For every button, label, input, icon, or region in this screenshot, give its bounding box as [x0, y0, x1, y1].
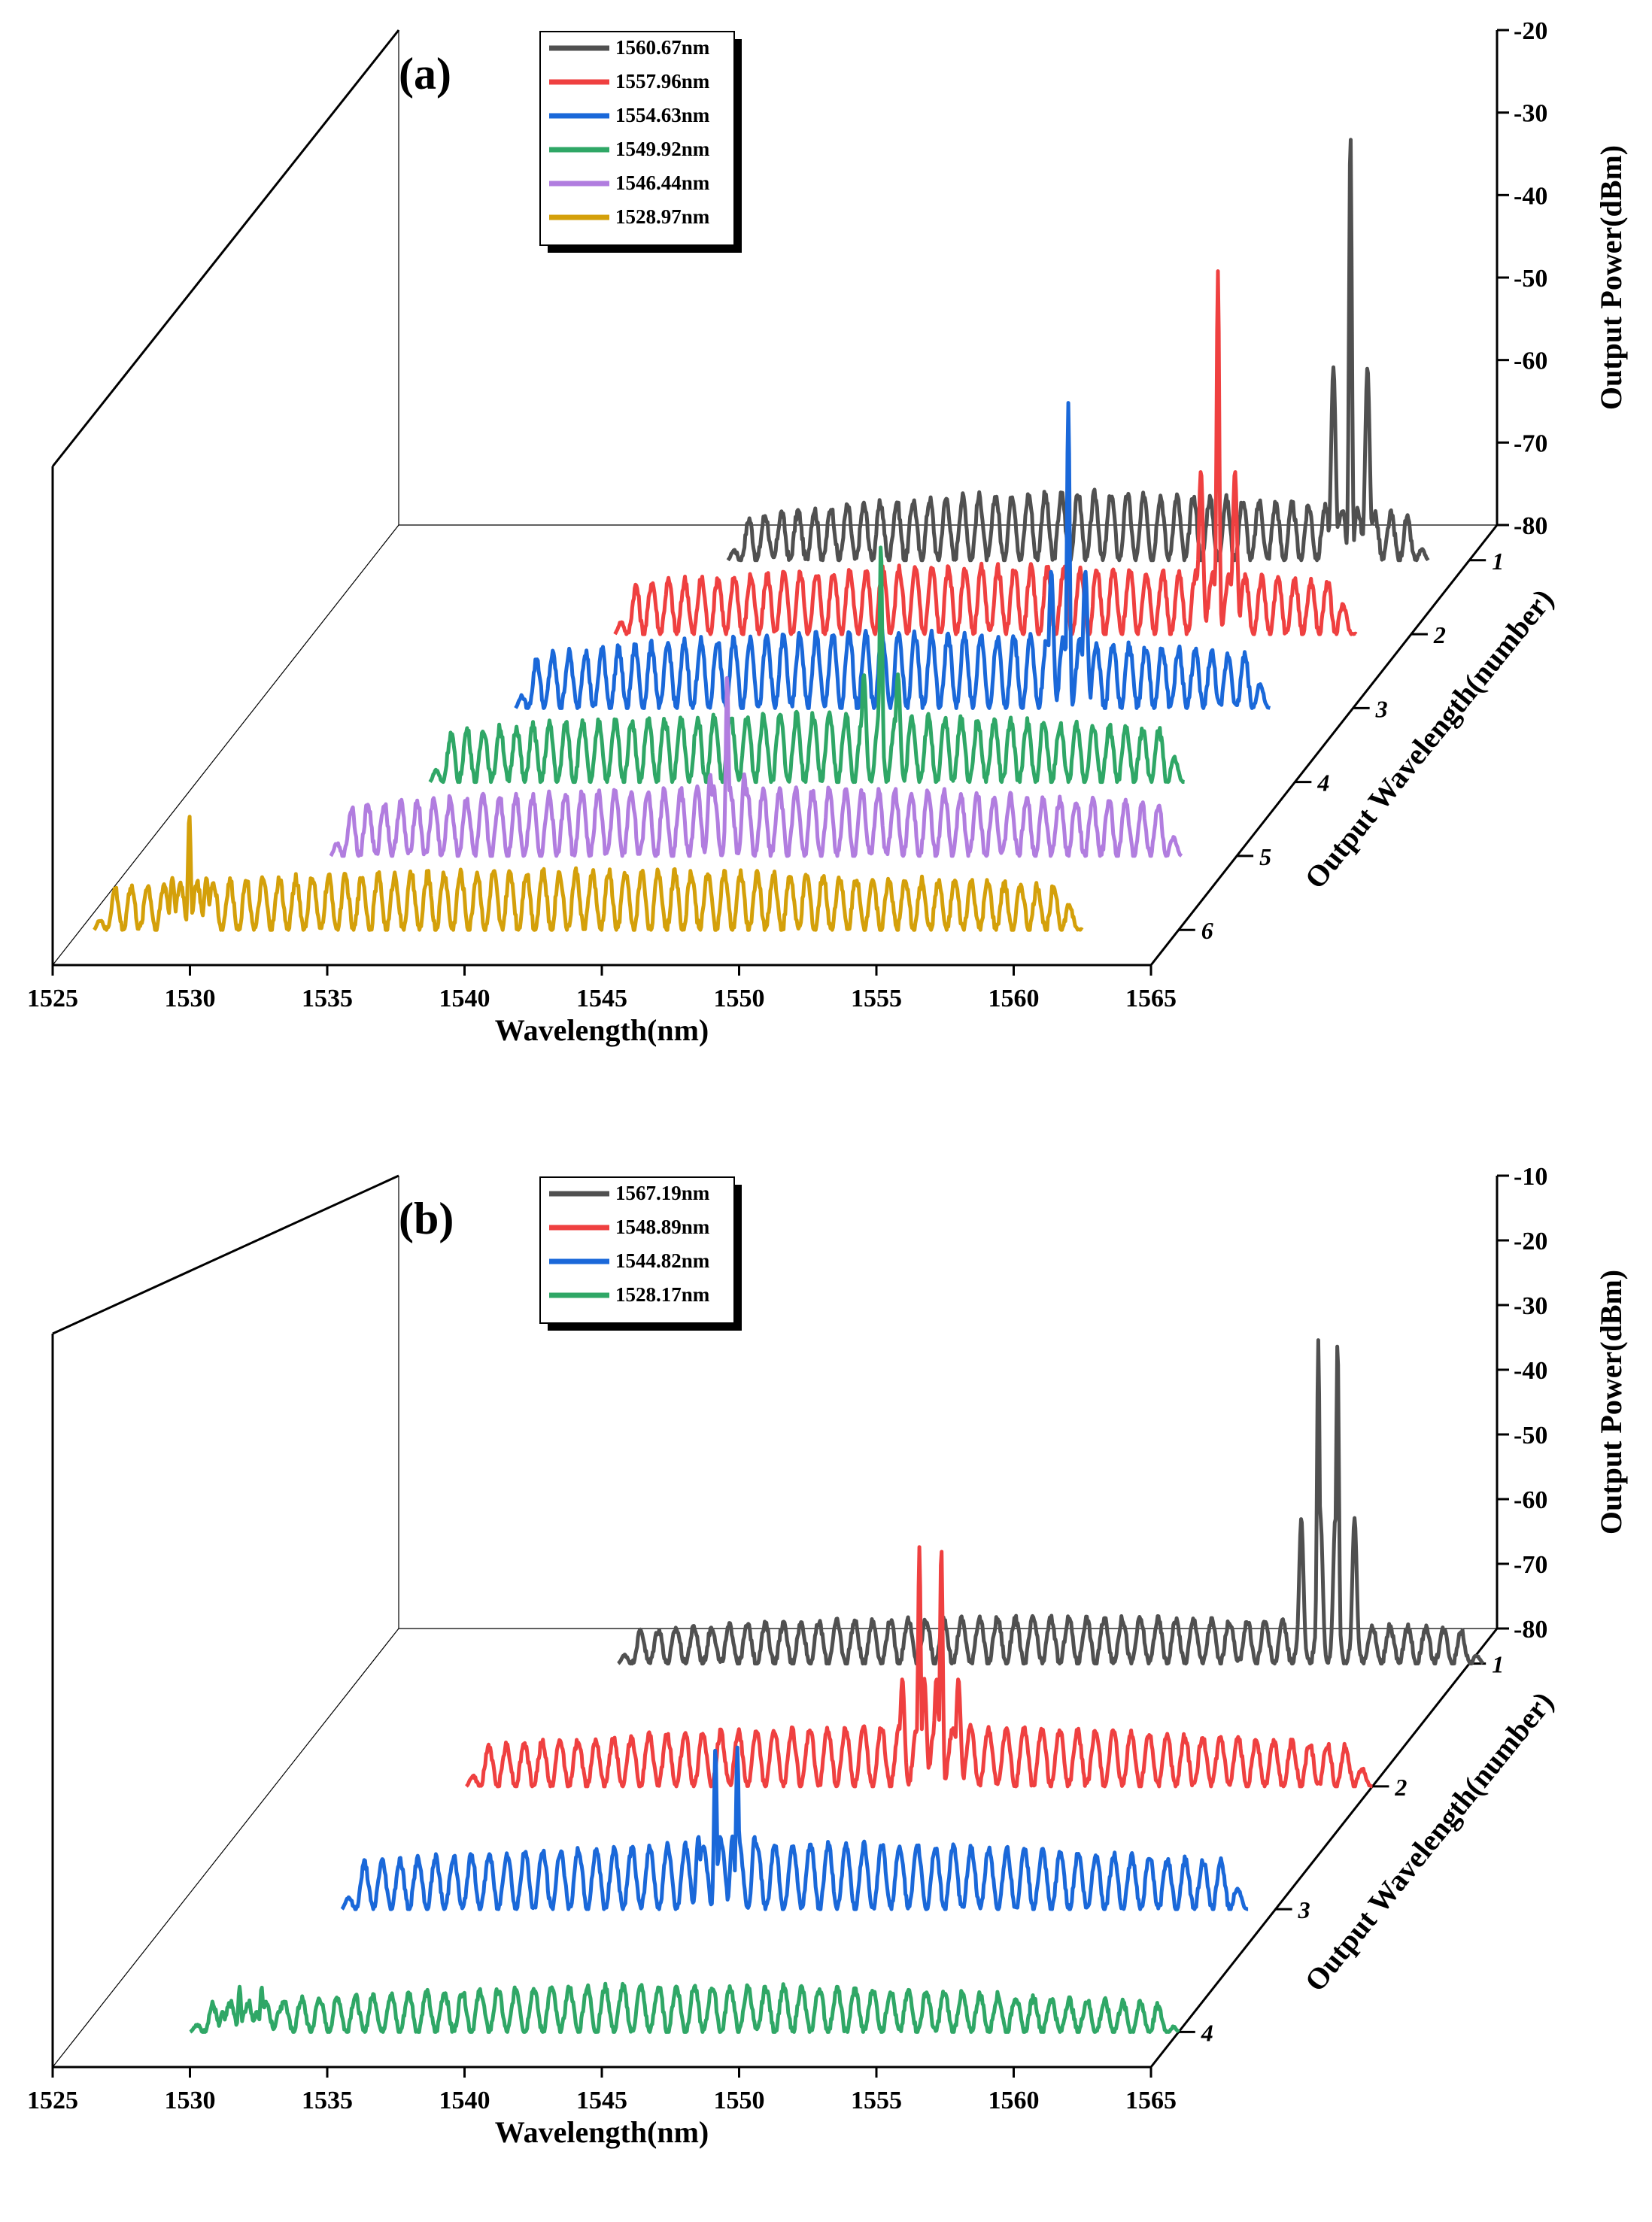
y-tick-label: -50 [1514, 265, 1547, 293]
row-tick-label: 2 [1394, 1774, 1407, 1801]
series-line-1 [617, 1338, 1485, 1666]
x-tick-label: 1565 [1125, 2087, 1177, 2114]
x-tick-label: 1565 [1125, 985, 1177, 1012]
y-tick-label: -10 [1514, 1163, 1547, 1191]
series-line-5 [329, 675, 1183, 858]
series-line-6 [93, 815, 1084, 932]
y-tick-label: -70 [1514, 430, 1547, 457]
y-tick-label: -80 [1514, 512, 1547, 540]
row-tick-label: 1 [1492, 548, 1504, 575]
legend-entry: 1560.67nm [615, 36, 710, 59]
x-tick-label: 1535 [302, 2087, 353, 2114]
floor-left-edge [52, 1628, 399, 2068]
series-line-1 [726, 138, 1430, 563]
panel-label: (b) [399, 1194, 454, 1243]
z-axis-title: Output Wavelength(number) [1298, 1685, 1560, 1997]
x-tick-label: 1550 [714, 2087, 765, 2114]
x-tick-label: 1530 [165, 2087, 216, 2114]
y-tick-label: -60 [1514, 1486, 1547, 1514]
x-tick-label: 1545 [576, 2087, 627, 2114]
y-axis-title: Output Power(dBm) [1594, 145, 1628, 410]
row-tick-label: 2 [1433, 621, 1446, 648]
series-line-2 [465, 1545, 1374, 1789]
x-tick-label: 1560 [988, 2087, 1040, 2114]
row-tick-label: 5 [1259, 843, 1271, 870]
y-tick-label: -20 [1514, 17, 1547, 45]
x-tick-label: 1555 [851, 985, 902, 1012]
y-axis-title: Output Power(dBm) [1594, 1270, 1628, 1534]
series-line-3 [340, 1745, 1250, 1911]
legend-entry: 1567.19nm [615, 1182, 710, 1204]
row-tick-label: 4 [1316, 770, 1329, 797]
x-tick-label: 1545 [576, 985, 627, 1012]
series-line-3 [514, 401, 1271, 710]
series-line-2 [613, 269, 1358, 636]
x-tick-label: 1530 [165, 985, 216, 1012]
x-tick-label: 1555 [851, 2087, 902, 2114]
legend-entry: 1546.44nm [615, 172, 710, 194]
series-line-4 [189, 1981, 1180, 2034]
series-line-4 [428, 545, 1186, 785]
top-left-depth-edge [51, 29, 400, 467]
legend-box [539, 31, 735, 246]
x-tick-label: 1525 [27, 2087, 78, 2114]
legend-box [539, 1176, 735, 1324]
legend-entry: 1548.89nm [615, 1216, 710, 1238]
row-tick-label: 4 [1201, 2019, 1213, 2046]
y-tick-label: -40 [1514, 182, 1547, 210]
y-tick-label: -20 [1514, 1228, 1547, 1255]
top-left-depth-edge [52, 1174, 399, 1335]
x-tick-label: 1535 [302, 985, 353, 1012]
panel-b-chart: 1525 1530 1535 1540 1545 1550 1555 1560 1565 Wave… [27, 1163, 1628, 2149]
y-tick-label: -80 [1514, 1616, 1547, 1644]
row-tick-label: 1 [1492, 1651, 1504, 1678]
floor-left-edge [52, 524, 399, 966]
y-tick-label: -70 [1514, 1551, 1547, 1579]
panel-a-chart: 1525 1530 1535 1540 1545 1550 1555 1560 1565 Wave… [27, 17, 1628, 1047]
y-tick-label: -30 [1514, 1292, 1547, 1320]
legend-entry: 1544.82nm [615, 1249, 710, 1272]
legend-entry: 1557.96nm [615, 70, 710, 93]
legend-entry: 1528.17nm [615, 1283, 710, 1306]
y-tick-label: -60 [1514, 348, 1547, 375]
x-tick-label: 1560 [988, 985, 1040, 1012]
z-axis-line [1149, 1628, 1499, 2068]
y-tick-label: -50 [1514, 1422, 1547, 1449]
y-tick-label: -30 [1514, 100, 1547, 128]
legend-entry: 1554.63nm [615, 104, 710, 126]
y-tick-label: -40 [1514, 1357, 1547, 1385]
x-axis-title: Wavelength(nm) [495, 2115, 709, 2149]
row-tick-label: 3 [1298, 1896, 1310, 1923]
x-tick-label: 1540 [439, 985, 490, 1012]
row-tick-label: 3 [1375, 695, 1388, 722]
legend-entry: 1549.92nm [615, 138, 710, 160]
x-tick-label: 1525 [27, 985, 78, 1012]
panel-label: (a) [399, 49, 451, 99]
row-tick-label: 6 [1201, 917, 1213, 944]
legend-entry: 1528.97nm [615, 205, 710, 228]
x-tick-label: 1540 [439, 2087, 490, 2114]
x-axis-title: Wavelength(nm) [495, 1013, 709, 1047]
z-axis-line [1149, 524, 1499, 966]
x-tick-label: 1550 [714, 985, 765, 1012]
